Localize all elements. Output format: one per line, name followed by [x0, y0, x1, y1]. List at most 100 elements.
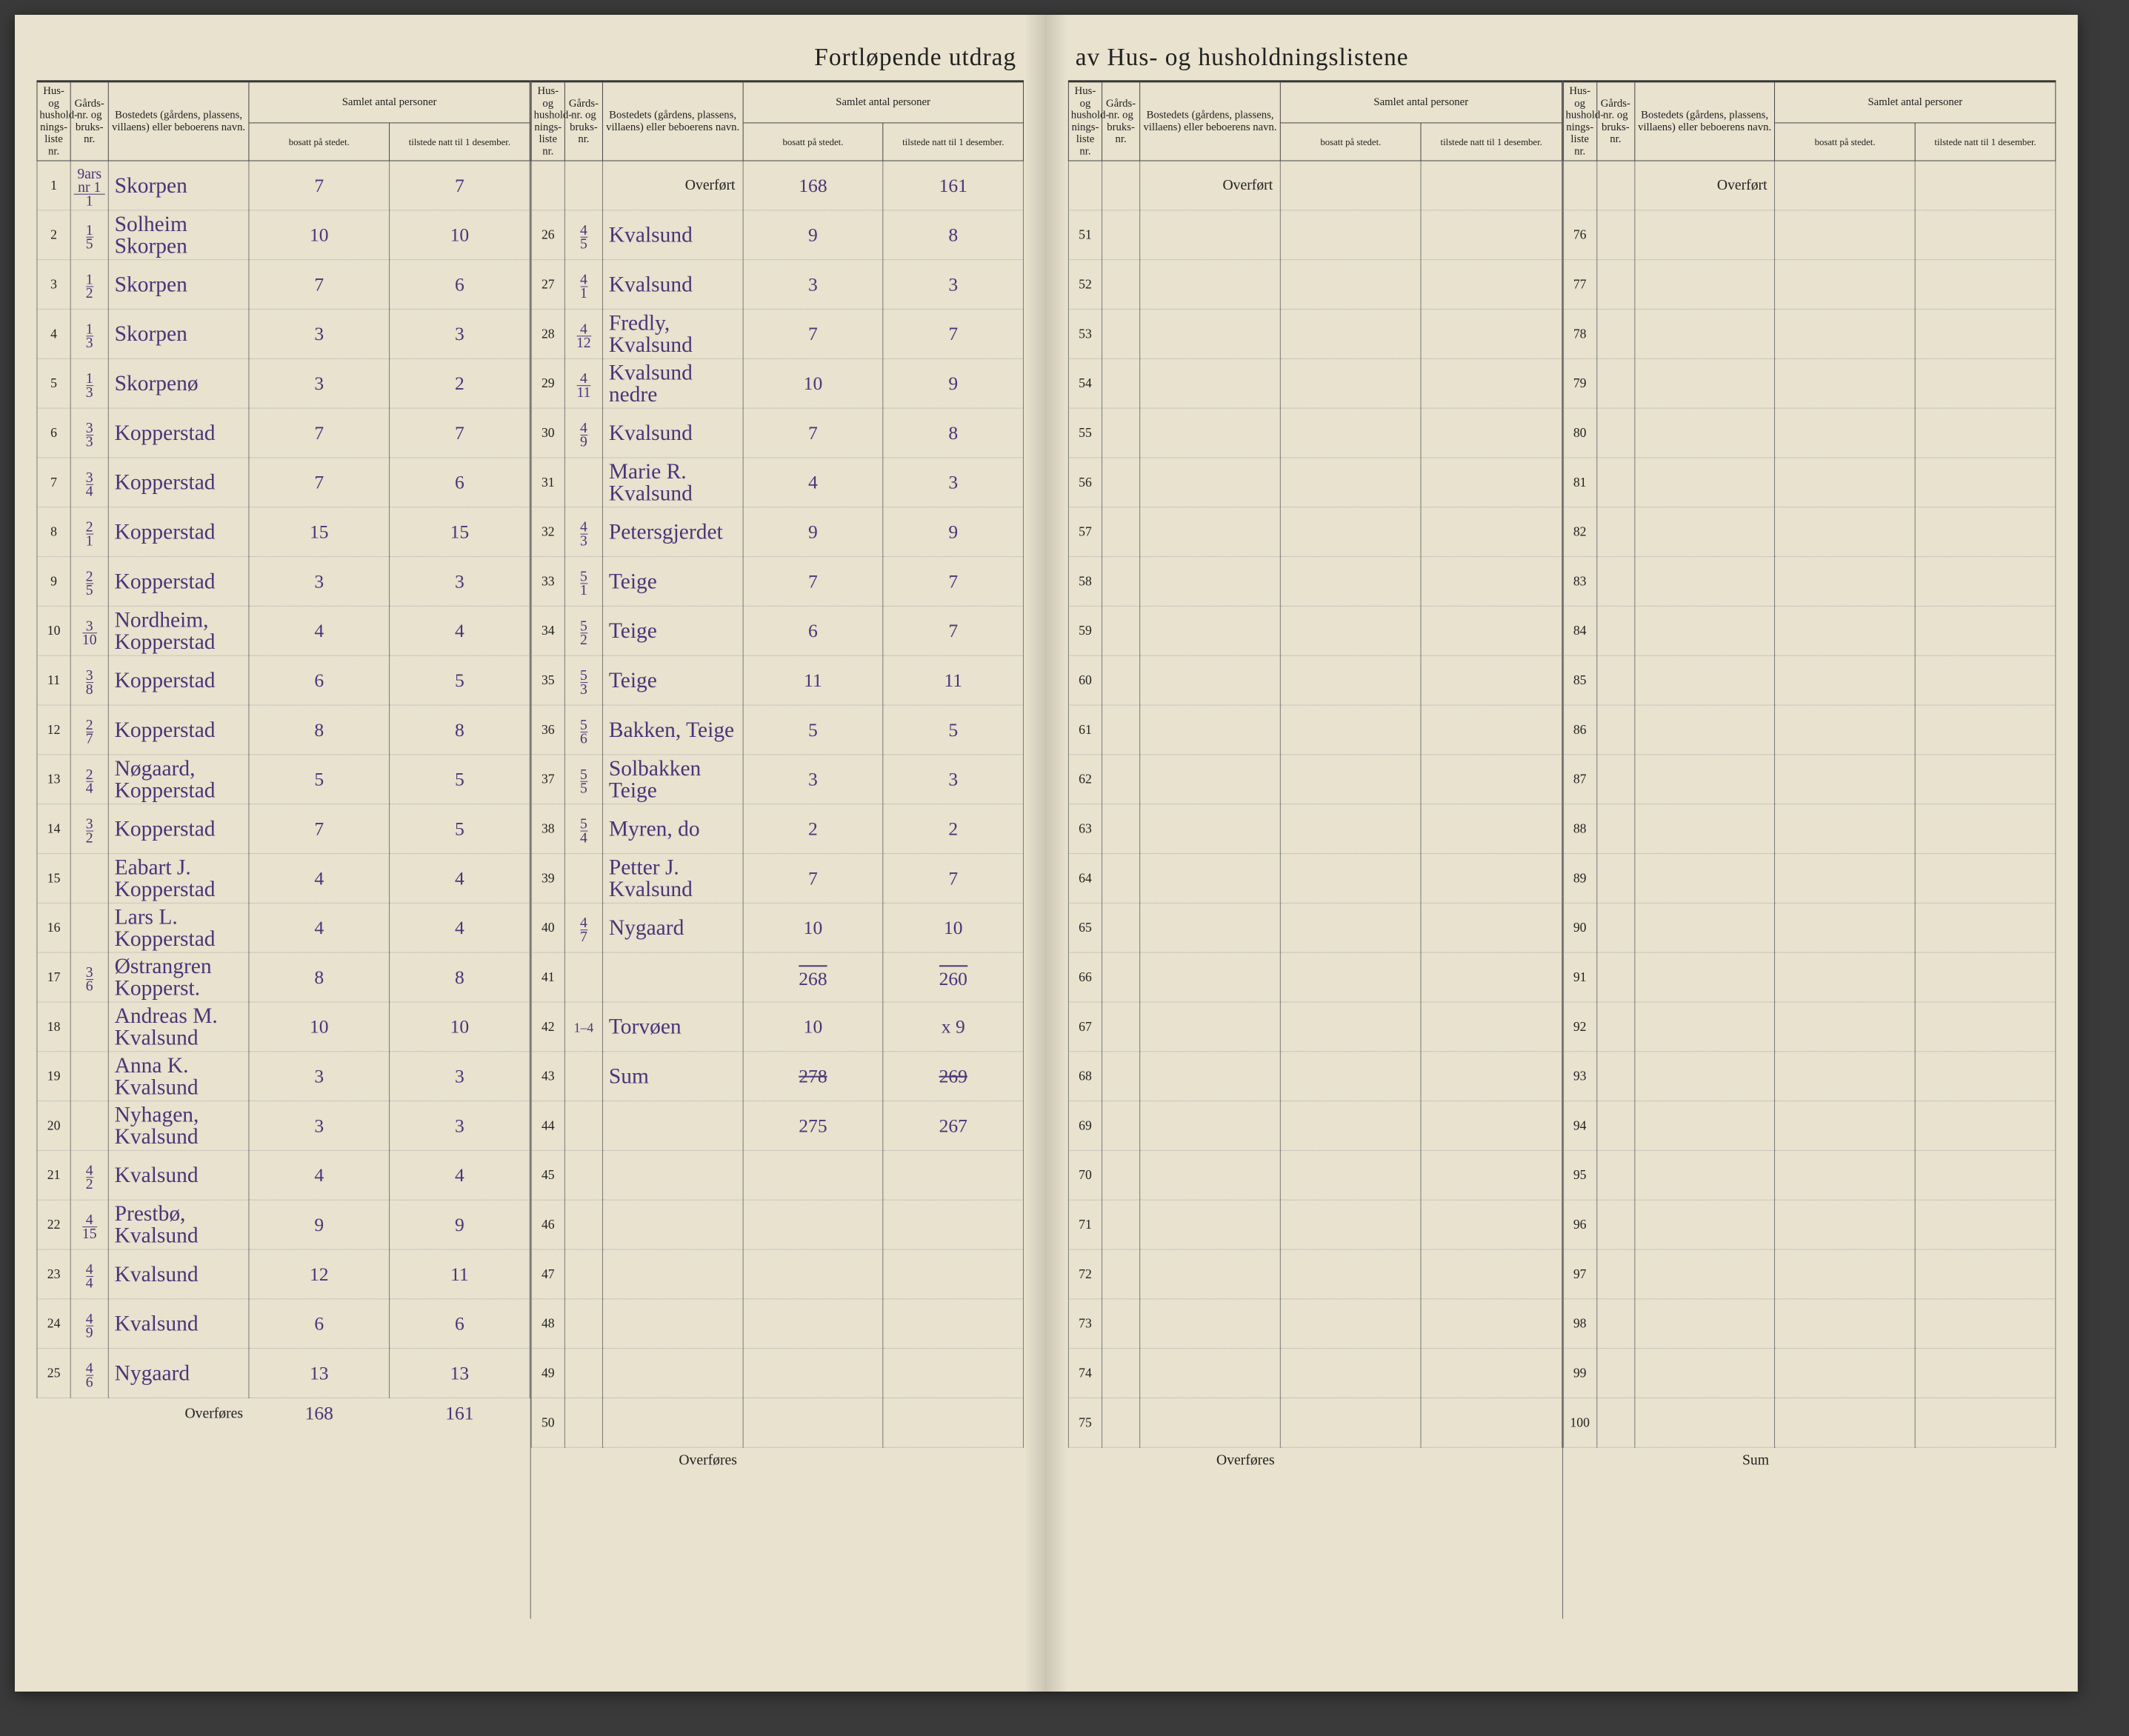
bosatt-cell: 3: [249, 1101, 390, 1151]
row-number: 88: [1563, 804, 1596, 854]
row-number: 50: [531, 1398, 564, 1448]
gard-cell: [1102, 358, 1140, 408]
bosatt-cell: 10: [249, 1002, 390, 1052]
bosatt-cell: [1775, 705, 1915, 755]
bosatt-cell: [743, 1150, 883, 1200]
navn-cell: Anna K. Kvalsund: [108, 1052, 249, 1101]
tilstede-cell: [1421, 1052, 1562, 1101]
hdr-tilstede: tilstede natt til 1 desember.: [390, 123, 530, 161]
navn-cell: [1634, 903, 1774, 952]
navn-cell: Myren, do: [602, 804, 742, 854]
tilstede-cell: 4: [390, 1150, 530, 1200]
bosatt-cell: 3: [249, 557, 390, 607]
navn-cell: [1140, 408, 1281, 458]
bosatt-cell: 4: [743, 458, 883, 507]
gard-cell: [564, 1299, 602, 1349]
tilstede-cell: 10: [390, 1002, 530, 1052]
row-number: 47: [531, 1249, 564, 1299]
tilstede-cell: 7: [883, 309, 1023, 358]
tilstede-cell: 8: [390, 952, 530, 1002]
bosatt-cell: 7: [249, 458, 390, 507]
row-number: 10: [37, 606, 70, 655]
navn-cell: [1140, 1299, 1281, 1349]
overfort-t: [1421, 161, 1562, 210]
row-number: 25: [37, 1349, 70, 1398]
row-number: 13: [37, 755, 70, 804]
bosatt-cell: [1280, 655, 1421, 705]
tilstede-cell: 5: [390, 655, 530, 705]
bosatt-cell: 10: [743, 358, 883, 408]
bosatt-cell: 7: [743, 408, 883, 458]
gard-cell: [1596, 1052, 1634, 1101]
gard-cell: [1102, 705, 1140, 755]
gard-cell: [1596, 210, 1634, 260]
navn-cell: Nygaard: [602, 903, 742, 952]
gard-cell: [70, 853, 108, 903]
tilstede-cell: [883, 1150, 1023, 1200]
table-row: 59: [1068, 606, 1562, 655]
bosatt-cell: [1280, 1249, 1421, 1299]
table-row: 734Kopperstad76: [37, 458, 530, 507]
bosatt-cell: 9: [743, 507, 883, 557]
row-number: 27: [531, 260, 564, 310]
bosatt-cell: 7: [249, 804, 390, 854]
row-number: 84: [1563, 606, 1596, 655]
bosatt-cell: [1775, 1101, 1915, 1151]
row-number: 51: [1068, 210, 1102, 260]
bosatt-cell: 3: [743, 755, 883, 804]
tilstede-cell: [1421, 210, 1562, 260]
row-number: 81: [1563, 458, 1596, 507]
gard-cell: 15: [70, 210, 108, 260]
navn-cell: [1140, 705, 1281, 755]
gard-cell: [1596, 804, 1634, 854]
row-number: 82: [1563, 507, 1596, 557]
bosatt-cell: [1280, 1200, 1421, 1249]
gard-cell: 36: [70, 952, 108, 1002]
tilstede-cell: 4: [390, 903, 530, 952]
gard-cell: 56: [564, 705, 602, 755]
navn-cell: Kopperstad: [108, 655, 249, 705]
row-number: 19: [37, 1052, 70, 1101]
navn-cell: [1140, 358, 1281, 408]
navn-cell: Teige: [602, 606, 742, 655]
table-row: 78: [1563, 309, 2056, 358]
navn-cell: Prestbø, Kvalsund: [108, 1200, 249, 1249]
navn-cell: Solbakken Teige: [602, 755, 742, 804]
navn-cell: [1634, 655, 1774, 705]
table-row: 31Marie R. Kvalsund43: [531, 458, 1023, 507]
tilstede-cell: [1421, 1150, 1562, 1200]
gard-cell: [1596, 655, 1634, 705]
row-number: 9: [37, 557, 70, 607]
tilstede-cell: 13: [390, 1349, 530, 1398]
row-number: 14: [37, 804, 70, 854]
table-row: 81: [1563, 458, 2056, 507]
row-number: 62: [1068, 755, 1102, 804]
bosatt-cell: [1280, 408, 1421, 458]
bosatt-cell: [1775, 606, 1915, 655]
tilstede-cell: [1915, 655, 2055, 705]
navn-cell: [1634, 408, 1774, 458]
gard-cell: [1102, 408, 1140, 458]
navn-cell: [1634, 507, 1774, 557]
bosatt-cell: [1775, 755, 1915, 804]
tilstede-cell: 9: [883, 507, 1023, 557]
bosatt-cell: 6: [743, 606, 883, 655]
gard-cell: 54: [564, 804, 602, 854]
row-number: 75: [1068, 1398, 1102, 1448]
gard-cell: [1596, 309, 1634, 358]
row-number: 91: [1563, 952, 1596, 1002]
table-row: 82: [1563, 507, 2056, 557]
gard-cell: 55: [564, 755, 602, 804]
tilstede-cell: 4: [390, 606, 530, 655]
navn-cell: Eabart J. Kopperstad: [108, 853, 249, 903]
row-number: 78: [1563, 309, 1596, 358]
table-row: 50: [531, 1398, 1023, 1448]
bosatt-cell: [1775, 408, 1915, 458]
bosatt-cell: 7: [249, 161, 390, 210]
table-row: 95: [1563, 1150, 2056, 1200]
tilstede-cell: [1915, 1150, 2055, 1200]
navn-cell: Kvalsund: [602, 210, 742, 260]
row-number: 38: [531, 804, 564, 854]
navn-cell: [1634, 210, 1774, 260]
gard-cell: [1596, 1299, 1634, 1349]
